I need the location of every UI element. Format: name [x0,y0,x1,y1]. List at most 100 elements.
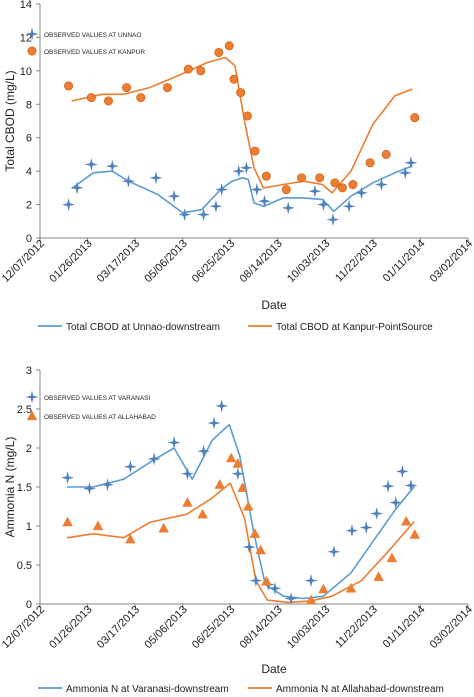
x-tick-label: 03/17/2013 [95,238,142,285]
data-point-triangle [261,575,272,586]
data-point-circle [365,158,375,168]
x-tick-label: 11/22/2013 [333,238,380,285]
x-tick-label: 01/26/2013 [47,238,94,285]
data-point-triangle [197,508,208,519]
data-point-circle [64,81,74,91]
data-point-triangle [237,482,248,492]
legend-marker-cross [25,27,39,41]
data-point-cross [354,186,368,200]
x-tick-label: 08/14/2013 [237,238,284,285]
data-point-circle [315,173,325,183]
y-tick-label: 0 [26,233,32,245]
data-point-triangle [386,552,398,563]
data-point-cross [268,581,282,595]
data-point-circle [214,47,224,57]
y-tick-label: 12 [20,32,32,44]
data-point-triangle [182,497,193,507]
y-tick-label: 1 [26,521,32,533]
data-point-circle [348,180,358,190]
data-point-circle [229,74,239,84]
data-point-cross [209,199,223,213]
chart-ammonia: 0 0.5 1 1.5 2 2.5 3 12/07/2012 01/26/2013 03/17/2… [0,365,474,695]
y-axis-title: Total CBOD (mg/L) [3,70,17,171]
legend-inset-label: OBSERVED VALUES AT KANPUR [44,49,145,56]
data-point-cross [342,199,356,213]
data-point-cross [123,460,137,474]
series-line-0 [71,165,413,214]
data-point-circle [337,183,347,193]
x-tick-label: 05/06/2013 [142,604,189,651]
data-point-cross [147,452,161,466]
chart-cbod: 0 2 4 6 8 10 12 14 12/07/2012 01/26/2013 03/17/201… [0,0,474,333]
data-point-cross [398,166,412,180]
x-tick-label: 06/25/2013 [190,238,237,285]
legend-inset-label: OBSERVED VALUES AT UNNAO [44,32,141,39]
data-point-cross [197,444,211,458]
data-point-circle [183,64,193,74]
x-tick-label: 06/25/2013 [190,604,237,651]
data-point-circle [261,171,271,181]
data-point-cross [316,198,330,212]
legend-bottom-label: Total CBOD at Kanpur-PointSource [276,322,433,333]
data-point-cross [284,592,298,606]
data-point-cross [82,482,96,496]
y-tick-label: 8 [26,99,32,111]
x-tick-label: 10/03/2013 [285,604,332,651]
legend-marker-triangle [26,410,38,421]
data-point-cross [149,171,163,185]
data-point-circle [136,93,146,103]
x-tick-label: 10/03/2013 [285,238,332,285]
y-axis-title: Ammonia N (mg/L) [3,437,17,538]
legend-inset-label: OBSERVED VALUES AT ALLAHABAD [44,414,156,421]
x-tick-label: 03/02/2014 [428,238,474,285]
y-tick-label: 2.5 [17,404,32,416]
data-point-circle [281,185,291,195]
data-point-cross [105,159,119,173]
data-point-circle [103,96,113,106]
data-point-cross [231,467,245,481]
data-point-triangle [92,520,104,531]
data-point-circle [224,41,234,51]
data-point-circle [242,111,252,121]
data-point-cross [404,478,418,492]
y-tick-label: 0.5 [17,560,32,572]
data-point-cross [178,208,192,222]
data-point-circle [162,83,172,93]
x-tick-label: 05/06/2013 [142,238,189,285]
data-point-triangle [158,522,169,533]
data-point-cross [359,521,373,535]
data-point-cross [167,436,181,450]
x-axis-title: Date [261,662,287,676]
data-point-cross [70,181,84,195]
data-point-cross [84,157,98,171]
data-point-cross [404,156,418,170]
legend-marker-cross [25,390,39,404]
x-tick-label: 12/07/2012 [0,604,47,651]
data-point-cross [326,213,340,227]
data-point-circle [122,83,132,93]
data-point-cross [381,479,395,493]
data-point-cross [370,507,384,521]
data-point-cross [257,194,271,208]
legend-marker-circle [27,46,37,56]
data-point-triangle [373,571,384,581]
series-line-1 [71,56,413,194]
data-point-cross [395,464,409,478]
legend-bottom-label: Ammonia N at Allahabad-downstream [276,684,444,695]
data-point-circle [297,173,307,183]
x-tick-label: 11/22/2013 [333,604,380,651]
data-point-cross [180,467,194,481]
data-point-triangle [243,501,254,511]
y-tick-label: 6 [26,133,32,145]
y-tick-label: 2 [26,200,32,212]
data-point-triangle [125,533,136,544]
data-point-cross [101,478,115,492]
x-tick-label: 01/26/2013 [47,604,94,651]
x-tick-label: 08/14/2013 [237,604,284,651]
data-point-triangle [62,516,73,527]
data-point-circle [410,113,420,123]
x-tick-label: 01/11/2014 [381,238,428,285]
data-point-cross [345,524,359,538]
data-point-cross [304,574,318,588]
